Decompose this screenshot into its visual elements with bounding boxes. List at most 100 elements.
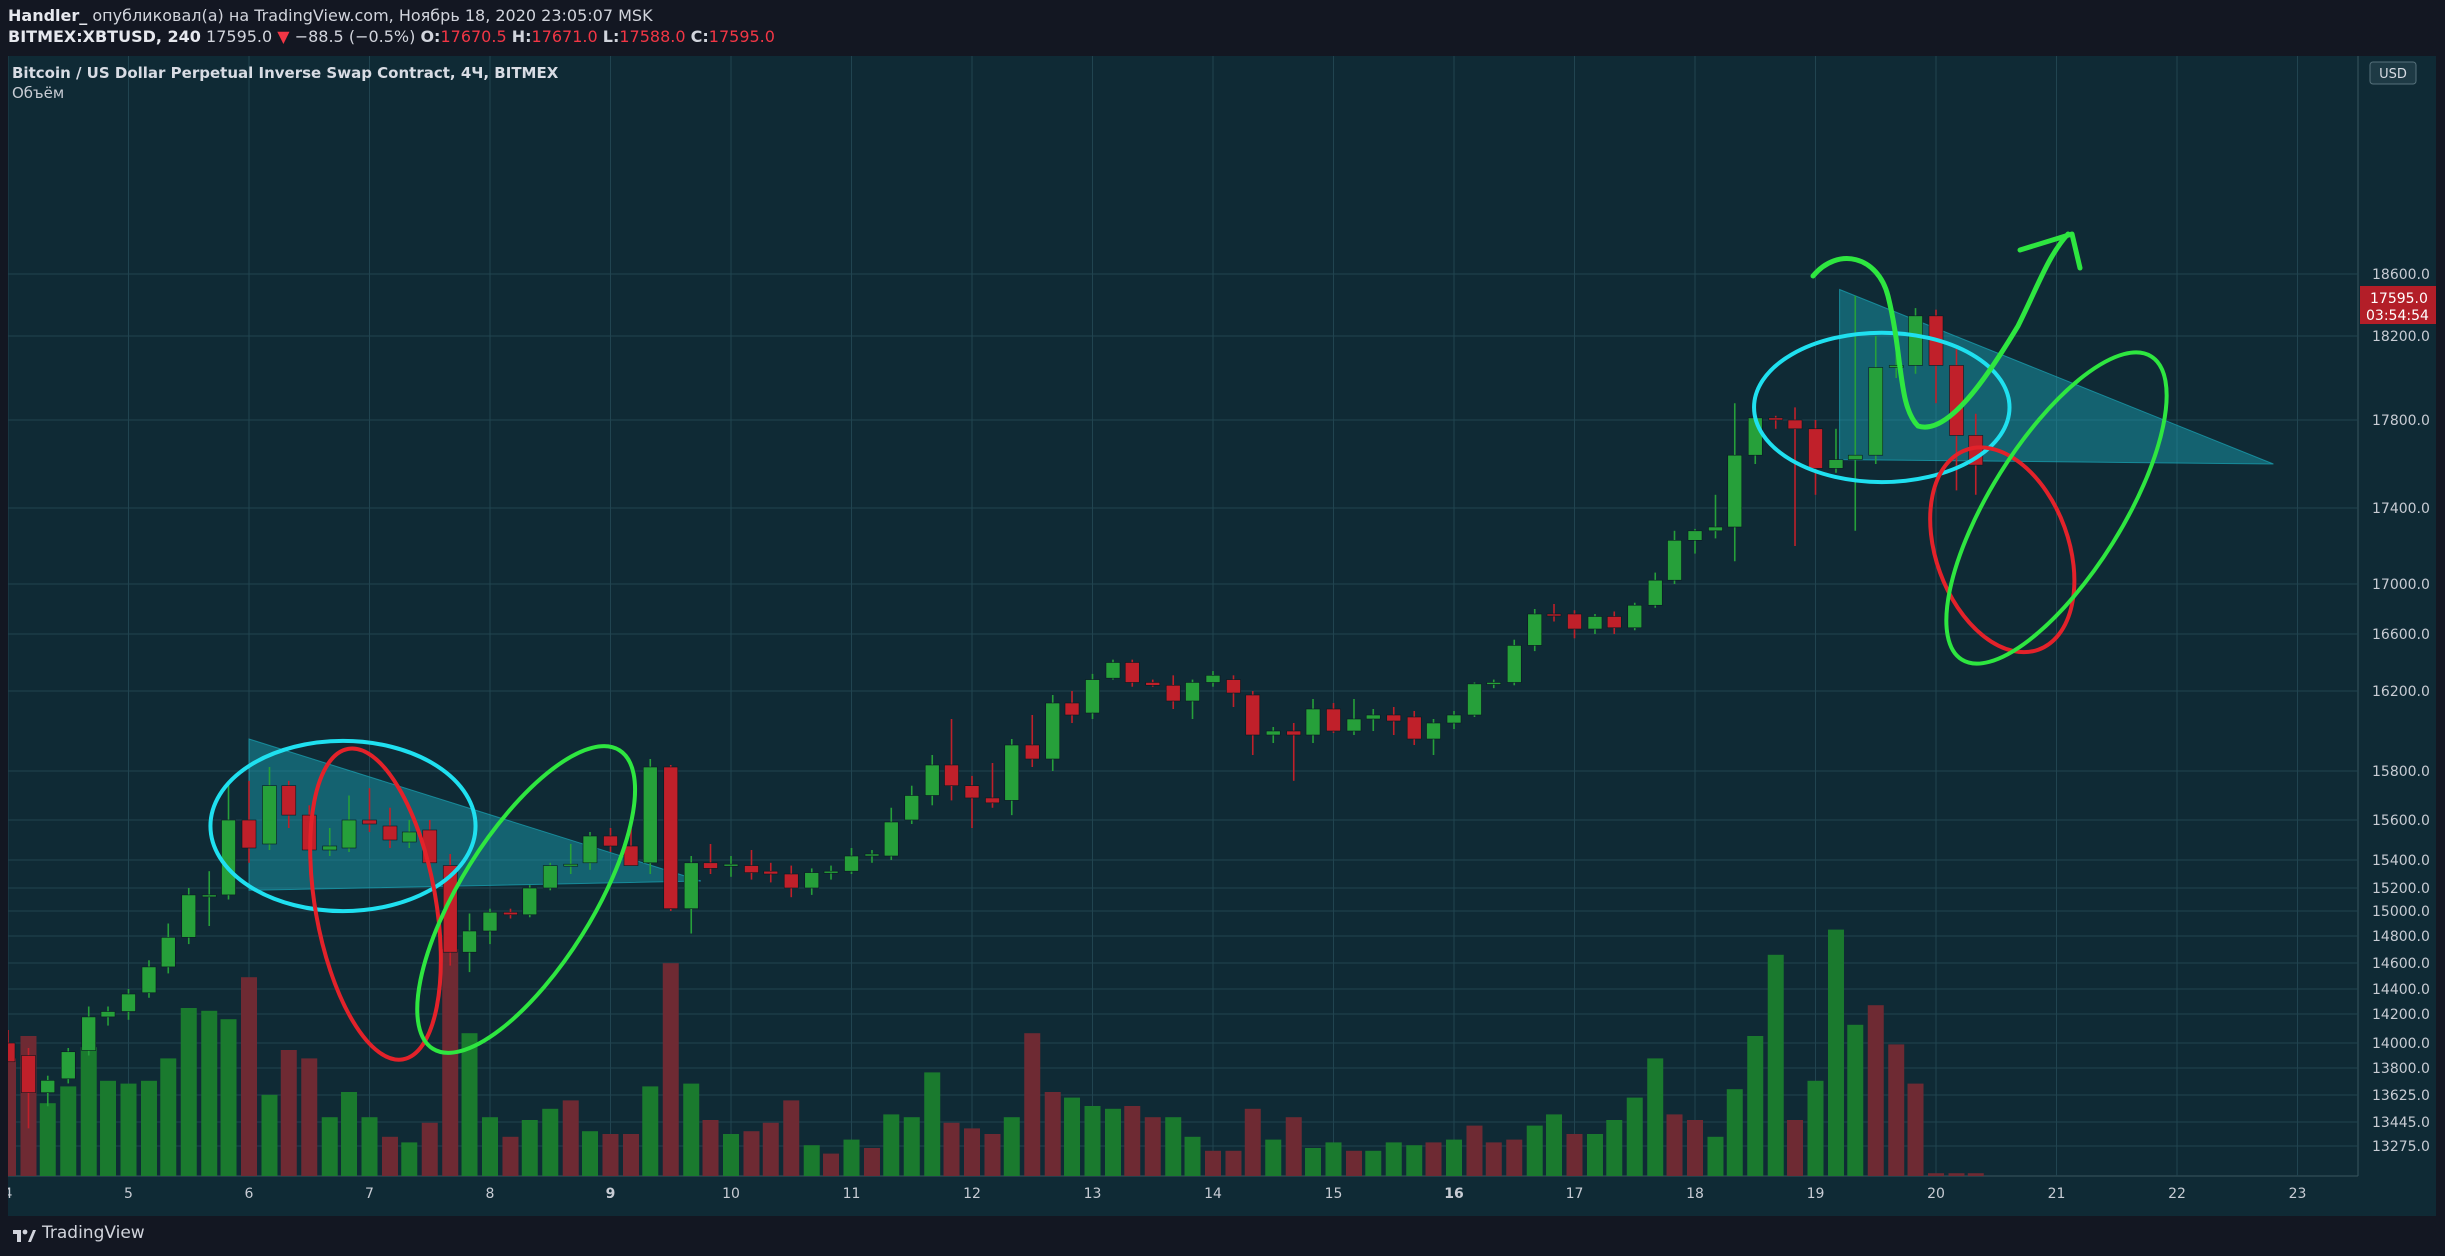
volume-bar — [602, 1134, 619, 1176]
volume-bar — [1687, 1120, 1703, 1176]
time-tick-label: 19 — [1807, 1186, 1825, 1202]
volume-bar — [723, 1134, 739, 1176]
close-label: C: — [690, 27, 709, 46]
volume-bar — [1546, 1114, 1563, 1176]
candle-body — [864, 853, 880, 857]
volume-bar — [160, 1058, 177, 1176]
candle-body — [1105, 662, 1121, 679]
candle-body — [1787, 419, 1803, 430]
volume-bar — [461, 1033, 478, 1176]
price-tick-label: 16600.0 — [2372, 627, 2430, 643]
candle-body — [1326, 708, 1341, 732]
candle-body — [1868, 367, 1884, 456]
chart-canvas[interactable]: 18600.0 18200.0 17800.0 17400.0 17000.0 16600… — [0, 56, 2436, 1216]
volume-bar — [1265, 1139, 1282, 1176]
volume-bar — [120, 1083, 137, 1176]
candle-body — [623, 845, 639, 866]
price-tick-label: 14600.0 — [2372, 956, 2430, 972]
candle-body — [81, 1016, 97, 1051]
time-tick-label: 5 — [124, 1186, 133, 1202]
currency-button[interactable] — [2369, 61, 2417, 85]
candle-body — [462, 930, 477, 953]
volume-bar — [1184, 1136, 1201, 1176]
candle-body — [401, 831, 417, 843]
chart-area[interactable]: 18600.0 18200.0 17800.0 17400.0 17000.0 16600… — [0, 56, 2436, 1216]
time-tick-label: 7 — [365, 1186, 374, 1202]
price-tick-label: 17000.0 — [2372, 577, 2430, 593]
candle-body — [1727, 454, 1743, 528]
time-tick-label: 22 — [2168, 1186, 2186, 1202]
candle-body — [663, 766, 679, 909]
publish-line: Handler_ опубликовал(а) на TradingView.c… — [8, 6, 653, 25]
volume-bar — [1606, 1120, 1623, 1176]
candle-body — [482, 911, 498, 932]
last-price: 17595.0 — [206, 27, 273, 46]
candle-body — [1667, 539, 1682, 581]
price-tick-label: 17400.0 — [2372, 501, 2430, 517]
time-tick-label: 13 — [1084, 1186, 1102, 1202]
price-tick-label: 14800.0 — [2372, 929, 2430, 945]
price-tick-label: 14000.0 — [2372, 1036, 2430, 1052]
volume-bar — [1244, 1108, 1261, 1176]
price-tick-label: 15200.0 — [2372, 881, 2430, 897]
high-value: 17671.0 — [531, 27, 598, 46]
candle-body — [1687, 530, 1703, 541]
volume-bar — [984, 1134, 1001, 1176]
candle-body — [944, 764, 959, 787]
volume-bar — [1425, 1142, 1442, 1176]
volume-bar — [823, 1153, 840, 1176]
candle-body — [823, 870, 839, 874]
time-tick-label: 16 — [1444, 1186, 1463, 1202]
volume-bar — [1064, 1097, 1081, 1176]
volume-bar — [1907, 1083, 1924, 1176]
candle-body — [0, 1042, 16, 1063]
candle-body — [1085, 679, 1100, 714]
grid — [7, 56, 2358, 1176]
candle-body — [723, 863, 739, 867]
high-label: H: — [511, 27, 532, 46]
close-value: 17595.0 — [708, 27, 775, 46]
price-tick-label: 18600.0 — [2372, 267, 2430, 283]
volume-bars — [0, 929, 1984, 1176]
candle-body — [804, 872, 820, 889]
candle-body — [763, 870, 779, 875]
volume-bar — [702, 1120, 719, 1176]
candle-body — [1627, 604, 1643, 629]
candle-body — [1205, 675, 1221, 683]
candle-body — [160, 937, 176, 968]
price-tick-label: 15000.0 — [2372, 904, 2430, 920]
candle-body — [964, 785, 980, 799]
time-tick-label: 4 — [8, 1186, 13, 1202]
candle-body — [1908, 315, 1923, 366]
volume-bar — [642, 1086, 659, 1176]
author-name[interactable]: Handler_ — [8, 6, 88, 25]
volume-bar — [39, 1103, 56, 1176]
volume-bar — [1325, 1142, 1342, 1176]
tradingview-brand[interactable]: TradingView — [42, 1223, 145, 1243]
candle-body — [1606, 616, 1622, 629]
candle-body — [1546, 613, 1562, 617]
volume-bar — [301, 1058, 318, 1176]
drawings[interactable] — [208, 231, 2207, 1084]
cyan-ellipse-drawing — [1752, 330, 2012, 485]
candle-body — [683, 862, 699, 909]
volume-bar — [1948, 1173, 1965, 1176]
current-price-tag — [2360, 286, 2436, 324]
price-axis[interactable]: 18600.0 18200.0 17800.0 17400.0 17000.0 16600… — [2372, 267, 2430, 1155]
volume-bar — [361, 1117, 378, 1176]
time-axis[interactable]: 4 5 6 7 8 9 10 11 12 13 14 15 16 17 18 19 20 21 22 23 — [4, 1186, 2307, 1202]
candle-body — [1768, 417, 1784, 421]
candle-body — [1888, 365, 1904, 368]
volume-bar — [542, 1108, 559, 1176]
volume-bar — [1767, 954, 1784, 1176]
tradingview-logo-icon[interactable] — [12, 1224, 36, 1244]
symbol[interactable]: BITMEX:XBTUSD, 240 — [8, 27, 201, 46]
volume-bar — [964, 1128, 980, 1176]
candle-body — [1446, 714, 1462, 724]
volume-bar — [622, 1134, 639, 1176]
candle-body — [1647, 579, 1663, 606]
volume-bar — [1466, 1125, 1483, 1176]
time-tick-label: 11 — [843, 1186, 861, 1202]
price-tick-label: 16200.0 — [2372, 684, 2430, 700]
volume-bar — [1666, 1114, 1683, 1176]
